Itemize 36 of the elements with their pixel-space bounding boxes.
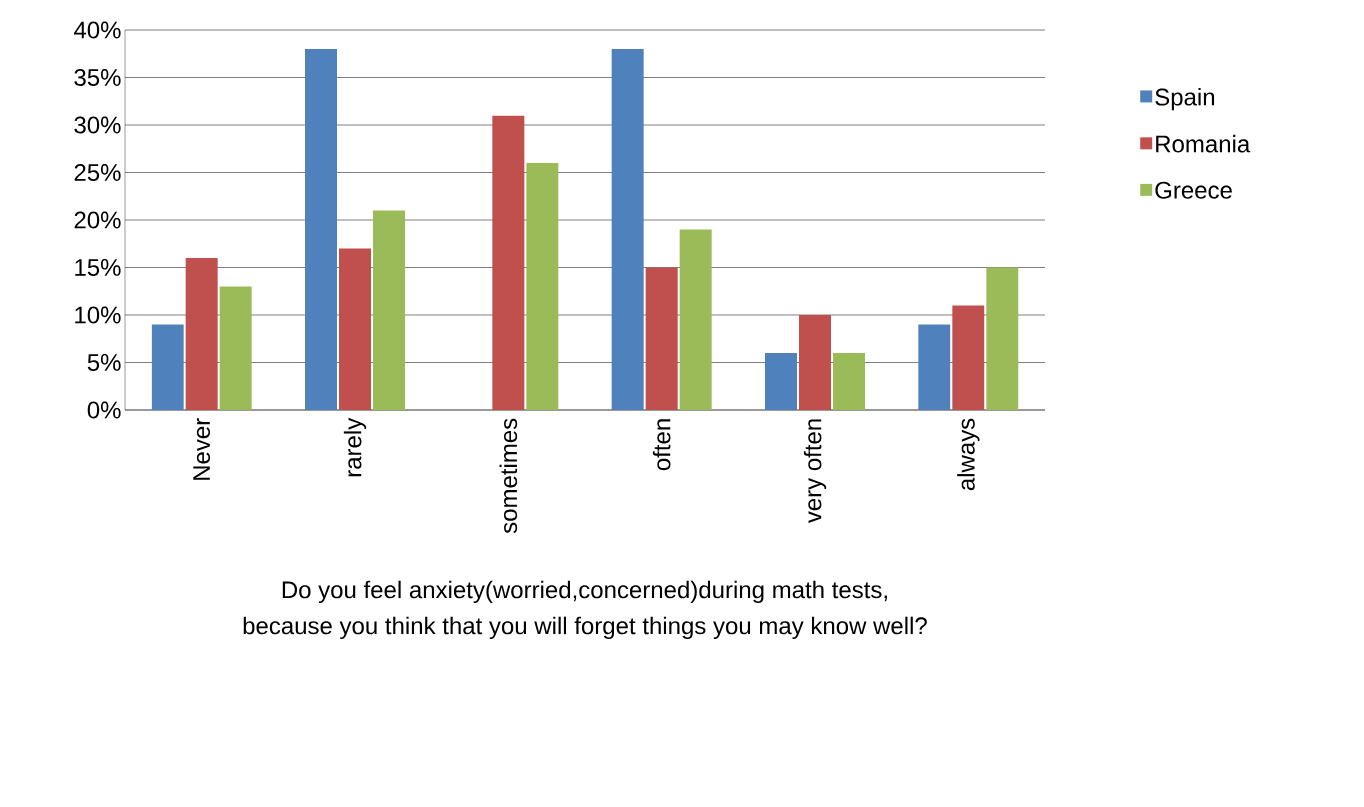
y-tick-label: 40% [73,21,121,39]
bar [645,267,678,410]
y-tick-label: 10% [75,306,121,324]
bar [952,305,985,410]
bar [986,267,1019,410]
bar [492,115,525,410]
y-tick-label: 0% [87,401,121,419]
legend-label: Spain [1155,87,1215,111]
bar [185,258,218,410]
x-tick-label: very often [803,419,827,524]
bar [526,163,559,410]
x-tick-label: often [652,419,671,471]
bar [918,324,951,410]
x-tick-label: rarely [343,417,367,477]
y-tick-label: 5% [87,354,121,371]
legend-label: Romania [1156,134,1251,153]
bar [219,286,252,410]
bar [833,353,866,410]
y-tick-label: 15% [75,259,121,276]
bar [679,229,712,410]
bar [151,324,184,410]
y-tick-label: 35% [74,69,121,86]
bar [373,210,406,410]
x-tick-label: always [957,418,980,491]
bar [339,248,372,410]
x-axis-title: Do you feel anxiety(worried,concerned)during math tests, because you think that you will forget things you may know well? [243,580,927,640]
bar [611,49,644,410]
bar [305,49,338,410]
y-tick-label: 30% [74,116,121,134]
x-tick-label: Never [193,418,211,480]
y-tick-label: 25% [74,164,121,181]
legend-label: Greece [1155,181,1232,199]
bar [799,315,832,410]
y-tick-label: 20% [74,211,121,229]
bar [765,353,798,410]
x-tick-label: sometimes [499,418,518,534]
